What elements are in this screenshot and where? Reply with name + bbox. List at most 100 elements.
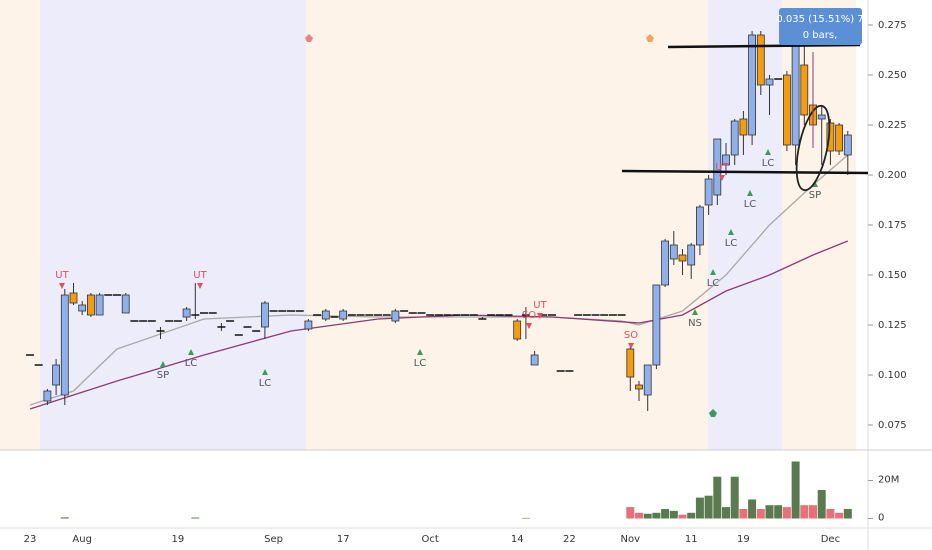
candle-body (52, 364, 60, 386)
signal-arrow (526, 323, 532, 329)
x-tick-label: Nov (621, 534, 641, 545)
signal-arrow (719, 175, 725, 181)
candle-body (800, 64, 809, 116)
signal-arrow (188, 349, 194, 355)
volume-bar (739, 509, 748, 519)
volume-bar (835, 512, 844, 519)
drawing-ellipse (795, 104, 831, 192)
candle-body (643, 364, 652, 396)
y-tick-label: 0.125 (878, 320, 907, 331)
signal-label: LC (725, 238, 738, 249)
volume-bar (774, 505, 783, 519)
volume-bar (652, 512, 661, 519)
candle-body (95, 294, 104, 316)
candle-body (339, 310, 348, 320)
x-tick-label: 19 (737, 534, 750, 545)
y-tick-label: 0.100 (878, 370, 907, 381)
volume-bar (669, 510, 678, 519)
signal-label: NS (688, 318, 702, 329)
x-tick-label: 17 (337, 534, 350, 545)
trendline (667, 43, 861, 49)
x-tick-label: Oct (422, 534, 439, 545)
signal-arrow (59, 283, 65, 289)
volume-bar (826, 509, 835, 519)
candle-body (321, 310, 330, 320)
candle-body (661, 240, 669, 286)
candle-body (391, 310, 400, 322)
candle-body (87, 294, 95, 316)
volume-bar (643, 513, 652, 519)
volume-bar (800, 505, 809, 519)
candle-body (626, 348, 635, 378)
candle-body (696, 206, 704, 246)
volume-bar (765, 505, 774, 519)
tooltip-box (779, 8, 862, 45)
candle-body (182, 308, 191, 318)
volume-bar (191, 517, 200, 519)
volume-bar (695, 497, 704, 519)
y-tick-label: 0.150 (878, 270, 907, 281)
candle-body (678, 254, 687, 262)
volume-bar (817, 490, 826, 519)
candle-body (304, 320, 313, 330)
volume-bar (843, 509, 852, 519)
y-tick-label: 0.075 (878, 420, 907, 431)
signal-label: UT (193, 270, 207, 281)
signal-arrow (160, 361, 166, 367)
signal-arrow (710, 269, 716, 275)
x-tick-label: Aug (72, 534, 92, 545)
x-tick-label: 23 (24, 534, 37, 545)
candle-body (635, 384, 643, 390)
y-tick-label: 0.250 (878, 70, 907, 81)
signal-label: SO (522, 310, 536, 321)
candle-body (756, 34, 765, 86)
x-tick-label: 19 (172, 534, 185, 545)
y-tick-label: 0.200 (878, 170, 907, 181)
signal-label: LC (259, 378, 272, 389)
marker-icon (646, 34, 654, 42)
candle-body (791, 34, 800, 146)
volume-bar (748, 499, 757, 519)
candle-body (826, 122, 835, 152)
signal-arrow (728, 229, 734, 235)
signal-arrow (747, 190, 753, 196)
signal-label: UT (715, 162, 729, 173)
volume-bar (809, 505, 817, 519)
signal-label: UT (55, 270, 69, 281)
signal-arrow (692, 309, 698, 315)
y-tick-label: 0.175 (878, 220, 907, 231)
volume-bar (678, 514, 687, 519)
moving-average (29, 240, 849, 410)
volume-bar (521, 517, 530, 519)
marks: 0.075 0.100 0.125 0.150 0.175 0.200 0.225 0.250… (24, 20, 907, 545)
candle-body (513, 320, 522, 340)
signal-arrow (537, 313, 543, 319)
volume-bar (661, 509, 670, 519)
marker-icon (709, 409, 717, 417)
volume-bar (687, 512, 696, 519)
x-tick-label: 22 (563, 534, 576, 545)
candle-body (60, 294, 69, 396)
signal-label: LC (414, 358, 427, 369)
candle-body (704, 178, 713, 206)
signal-label: SP (809, 190, 821, 201)
tooltip-text: 0.035 (15.51%) 7 (776, 14, 863, 25)
volume-bar (730, 476, 739, 519)
signal-label: UT (533, 300, 547, 311)
y2-tick-label: 20M (878, 475, 899, 486)
candle-body (530, 354, 539, 366)
candle-body (843, 134, 852, 156)
tooltip-text: 0 bars, (803, 30, 838, 41)
candle-body (739, 118, 748, 136)
candle-body (69, 292, 78, 304)
candle-body (260, 302, 269, 328)
signal-arrow (628, 343, 634, 349)
candle-body (78, 304, 87, 312)
volume-bar (756, 509, 765, 519)
signal-arrow (765, 149, 771, 155)
volume-bar (60, 517, 69, 519)
x-tick-label: Dec (821, 534, 840, 545)
candle-body (713, 138, 722, 196)
signal-label: LC (707, 278, 720, 289)
marker-icon (305, 34, 313, 42)
